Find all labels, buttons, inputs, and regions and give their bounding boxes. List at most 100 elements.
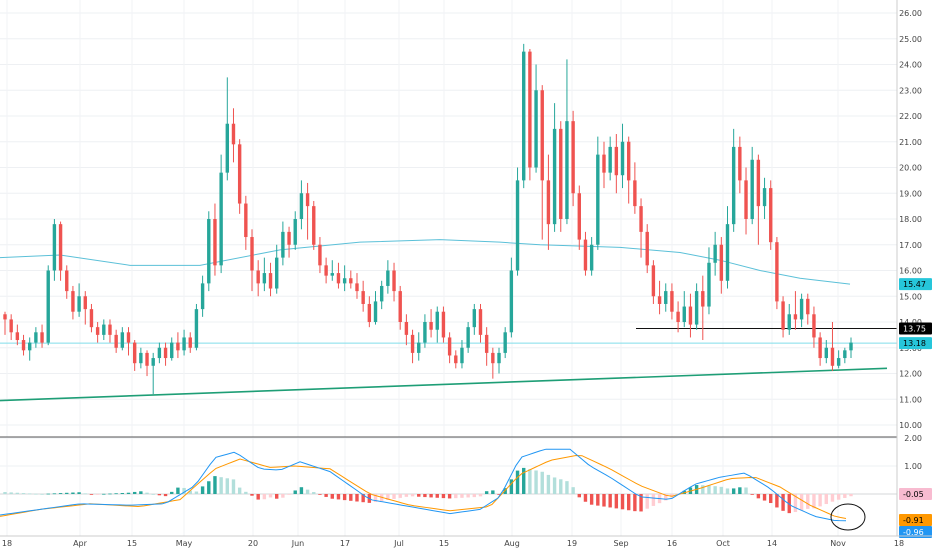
macd-histogram-bar (447, 494, 452, 499)
candle (540, 85, 544, 240)
time-tick-label: 19 (567, 539, 577, 548)
candle (608, 136, 612, 181)
candle (231, 108, 236, 163)
support-trendline[interactable] (0, 367, 888, 402)
macd-histogram-bar (571, 487, 575, 494)
price-badges: 15.47 13.75 13.18 -0.05 -0.91 -0.96 (899, 278, 932, 538)
candle (466, 322, 470, 353)
candle (21, 334, 26, 356)
macd-histogram-bar (602, 494, 606, 507)
svg-text:-0.96: -0.96 (903, 528, 924, 537)
macd-histogram-bar (812, 494, 816, 509)
candle (670, 283, 674, 320)
macd-histogram-bar (429, 494, 433, 498)
macd-histogram-bar (342, 494, 347, 501)
grid-lines (0, 0, 897, 536)
macd-histogram-bar (565, 481, 569, 494)
macd-histogram-bar (633, 494, 637, 512)
macd-histogram-bar (454, 494, 458, 499)
candle (651, 260, 656, 304)
candle (707, 247, 711, 315)
price-tick-label: 12.00 (899, 370, 922, 379)
price-tick-label: 24.00 (899, 61, 922, 70)
candle (355, 273, 359, 299)
macd-histogram-bar (83, 493, 87, 495)
macd-histogram-bar (139, 491, 143, 494)
macd-histogram-bar (287, 494, 291, 495)
support-trendline-path[interactable] (0, 367, 888, 402)
candle (522, 43, 526, 189)
macd-histogram-bar (170, 491, 174, 494)
horizontal-lines[interactable] (0, 327, 932, 344)
candle (565, 59, 569, 225)
macd-histogram-bar (410, 494, 415, 497)
candle (398, 285, 402, 330)
macd-histogram-bar (738, 487, 742, 494)
candle (781, 296, 785, 338)
macd-histogram-bar (762, 494, 767, 501)
candlestick-series (3, 43, 853, 395)
macd-histogram-bar (71, 492, 75, 494)
macd-histogram-bar (491, 490, 495, 494)
candle (756, 154, 761, 245)
candle (596, 136, 600, 250)
candle (447, 332, 452, 364)
macd-histogram-bar (651, 494, 656, 506)
candle (336, 262, 341, 289)
time-tick-label: 17 (340, 539, 350, 548)
candle (163, 342, 168, 366)
candle (577, 185, 581, 250)
macd-signal-line (0, 455, 847, 520)
price-tick-label: 22.00 (899, 112, 922, 121)
candle (731, 128, 736, 232)
macd-tick-label: 2.00 (904, 434, 922, 443)
annotation-circle[interactable] (830, 503, 866, 531)
macd-histogram-bar (577, 494, 581, 498)
candle (213, 203, 217, 276)
macd-histogram-bar (460, 494, 464, 498)
macd-histogram-bar (108, 493, 112, 495)
price-axis-area[interactable] (897, 0, 932, 536)
macd-histogram-bar (707, 485, 711, 494)
macd-histogram-bar (484, 491, 489, 494)
candle (151, 352, 155, 395)
candle (256, 260, 260, 297)
candle (417, 332, 421, 361)
macd-histogram-bar (373, 494, 378, 503)
time-tick-label: 15 (127, 539, 137, 548)
macd-histogram-bar (608, 494, 612, 508)
candle (589, 237, 594, 276)
candle (701, 275, 705, 341)
macd-histogram-bar (114, 493, 118, 495)
time-tick-label: 18 (2, 539, 12, 548)
macd-histogram-bar (509, 479, 514, 494)
macd-histogram-bar (620, 494, 625, 510)
candle (454, 350, 458, 369)
candle (849, 337, 853, 359)
macd-histogram-bar (188, 490, 192, 494)
macd-histogram-bar (806, 494, 810, 509)
price-tick-label: 23.00 (899, 86, 922, 95)
candle (626, 136, 631, 204)
candle (694, 283, 699, 330)
macd-histogram-bar (163, 494, 168, 497)
macd-histogram-bar (713, 486, 717, 494)
candle (676, 301, 680, 333)
macd-histogram-bar (589, 494, 594, 505)
macd-histogram-bar (237, 487, 242, 494)
macd-histogram-bar (596, 494, 600, 506)
candle (404, 314, 409, 346)
price-tick-label: 19.00 (899, 189, 922, 198)
macd-histogram-bar (102, 493, 106, 495)
moving-average-line (0, 239, 851, 285)
macd-panel (0, 448, 897, 522)
price-badge: 15.47 (899, 278, 932, 291)
candle (312, 200, 316, 250)
macd-histogram-bar (756, 494, 761, 499)
macd-histogram-bar (145, 492, 149, 494)
macd-histogram-bar (21, 493, 26, 494)
macd-histogram-bar (719, 486, 724, 494)
candle (645, 224, 649, 274)
candle (843, 347, 847, 364)
